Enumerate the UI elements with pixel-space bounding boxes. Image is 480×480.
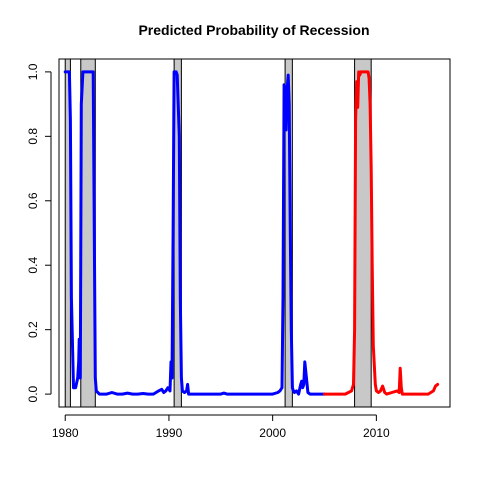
series-line-0 [63,70,326,396]
y-tick-label-4: 0.8 [26,128,40,145]
chart-title: Predicted Probability of Recession [138,22,369,38]
y-tick-label-0: 0.0 [26,385,40,402]
x-tick-label-1: 1990 [156,426,183,440]
series-line-1 [323,70,440,396]
y-axis: 0.0 0.2 0.4 0.6 0.8 1.0 [26,63,52,402]
y-tick-label-2: 0.4 [26,257,40,274]
series-lines [63,70,440,396]
y-tick-label-5: 1.0 [26,63,40,80]
x-axis: 1980 1990 2000 2010 [52,414,390,440]
x-tick-label-0: 1980 [52,426,79,440]
plot-frame [58,58,451,408]
y-tick-label-3: 0.6 [26,192,40,209]
recession-shading [64,58,372,408]
x-tick-label-3: 2010 [363,426,390,440]
y-tick-label-1: 0.2 [26,321,40,338]
x-tick-label-2: 2000 [259,426,286,440]
